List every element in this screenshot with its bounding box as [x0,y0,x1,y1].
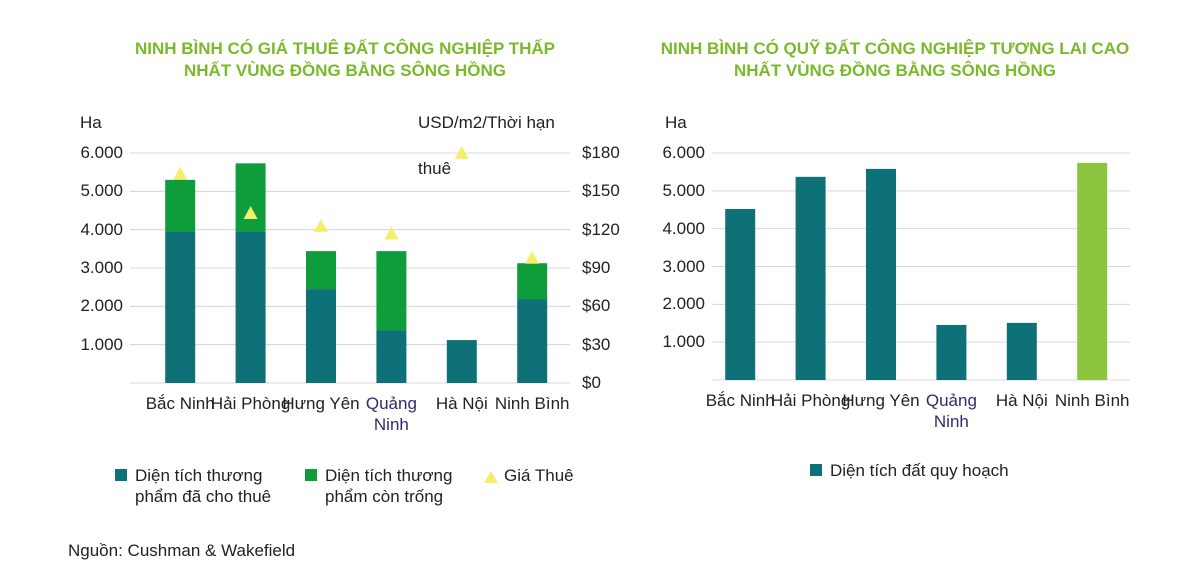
bar [1077,162,1108,380]
y2-tick-label: $120 [582,219,620,239]
x-tick-label: Hà Nội [995,391,1048,410]
legend-label: Diện tích đất quy hoạch [830,461,1009,480]
x-tick-label: Quảng Ninh [925,391,977,431]
chart-title: NINH BÌNH CÓ QUỸ ĐẤT CÔNG NGHIỆP TƯƠNG L… [660,39,1130,80]
y-axis-label: Ha [665,113,687,132]
y2-tick-label: $60 [582,296,611,316]
x-tick-label: Ninh Bình [494,394,570,413]
y-tick-label: 5.000 [80,181,123,201]
y2-tick-label: $180 [582,143,620,162]
y-tick-label: 6.000 [80,143,123,162]
y-tick-label: 3.000 [80,258,123,277]
legend-marker [810,464,822,476]
bar [517,263,548,300]
price-marker [454,146,469,159]
legend-label: Giá Thuê [504,466,574,485]
price-marker [173,166,188,180]
y-tick-label: 6.000 [662,143,705,162]
bar [446,340,477,383]
y-tick-label: 5.000 [662,180,705,200]
bar [725,208,756,380]
bar [235,231,266,383]
chart-title: NINH BÌNH CÓ GIÁ THUÊ ĐẤT CÔNG NGHIỆP TH… [135,39,555,80]
x-tick-label: Hải Phòng [210,394,291,413]
bar [1006,322,1037,380]
y2-tick-label: $30 [582,334,611,354]
y-tick-label: 1.000 [662,332,705,352]
x-tick-label: Hà Nội [435,394,488,413]
bar [165,231,196,383]
y-tick-label: 3.000 [662,256,705,276]
bar [517,299,548,383]
bar [795,176,826,380]
y2-axis-label: thuê [418,159,452,178]
x-tick-label: Bắc Ninh [705,391,775,410]
bar [306,289,336,383]
x-tick-label: Ninh Bình [1054,391,1130,410]
y2-tick-label: $90 [582,258,611,277]
y-tick-label: 1.000 [80,334,123,354]
price-marker [314,218,328,232]
price-marker [243,206,258,220]
y-tick-label: 2.000 [662,294,705,314]
price-marker [384,226,399,240]
bar [165,179,196,232]
source-note: Nguồn: Cushman & Wakefield [68,541,296,560]
bar [936,324,967,380]
bar [376,251,407,331]
legend-marker [305,469,317,481]
legend-marker [115,469,127,481]
bar [376,330,407,383]
y-axis-label: Ha [80,113,102,132]
price-marker [525,250,540,264]
x-tick-label: Hưng Yên [282,394,360,413]
y-tick-label: 2.000 [80,296,123,316]
y-tick-label: 4.000 [80,219,123,239]
legend-label: Diện tích thương phẩm đã cho thuê [135,466,272,506]
x-tick-label: Hưng Yên [842,391,920,410]
bar [235,163,266,232]
y-tick-label: 4.000 [662,218,705,238]
x-tick-label: Hải Phòng [770,391,851,410]
x-tick-label: Quảng Ninh [365,394,417,434]
bar [866,168,896,380]
y2-tick-label: $150 [582,181,620,201]
legend-label: Diện tích thương phẩm còn trống [325,466,453,506]
bar [306,251,336,290]
y2-axis-label: USD/m2/Thời hạn [418,113,555,132]
legend-marker [484,471,498,483]
y2-tick-label: $0 [582,373,601,392]
x-tick-label: Bắc Ninh [145,394,215,413]
